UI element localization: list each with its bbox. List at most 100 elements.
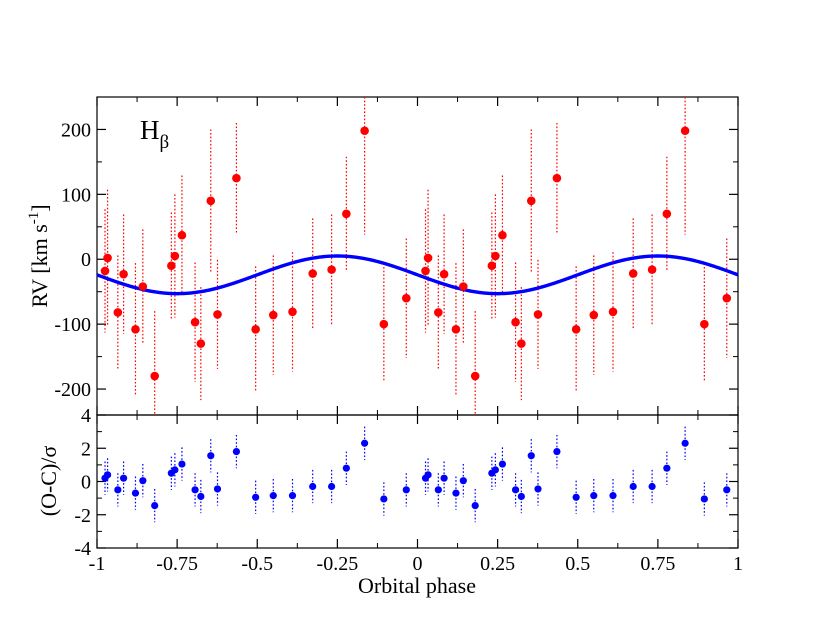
rv-point (288, 307, 297, 317)
rv-y-tick-label: -200 (54, 379, 91, 401)
residual-point (471, 502, 479, 510)
residual-point (191, 486, 199, 494)
rv-point (571, 325, 581, 334)
residual-point (380, 495, 388, 503)
rv-point (131, 325, 140, 334)
rv-point (360, 126, 369, 136)
x-tick-label: 0.75 (640, 553, 675, 575)
rv-point (268, 310, 278, 320)
residual-point (700, 495, 708, 503)
residual-point (572, 493, 580, 501)
residual-point (197, 492, 205, 501)
residual-point (361, 439, 369, 447)
rv-point (342, 209, 351, 219)
rv-point (251, 325, 260, 334)
residual-point (120, 474, 128, 482)
residual-point (207, 452, 215, 460)
rv-point (379, 319, 389, 329)
rv-y-tick-label: -100 (54, 314, 91, 336)
residual-point (213, 485, 222, 493)
residual-point (131, 489, 140, 497)
x-tick-label: -0.5 (241, 553, 273, 575)
rv-point (113, 308, 123, 317)
rv-error-bars (104, 97, 728, 415)
x-tick-label: 0.5 (565, 553, 590, 575)
residual-point (402, 486, 410, 494)
rv-y-ticks: -200 -100 0 100 200 (54, 119, 738, 401)
rv-point (459, 282, 468, 291)
rv-point (700, 319, 709, 329)
residual-point (527, 452, 535, 460)
rv-point (103, 253, 112, 263)
residual-point (534, 485, 542, 493)
rv-point (533, 310, 543, 319)
x-tick-label: 0.25 (480, 553, 515, 575)
rv-point (722, 293, 732, 303)
rv-point (451, 325, 461, 334)
residual-panel: -4 -2 0 2 4 -1 -0.75 -0.5 -0.25 0 0.25 0.5 0.75 1 (O… (36, 405, 743, 598)
rv-point (498, 230, 507, 240)
rv-model-curve (96, 254, 739, 296)
rv-point (401, 293, 411, 303)
residual-point (151, 502, 159, 510)
rv-point (552, 173, 562, 183)
residual-x-ticks: -1 -0.75 -0.5 -0.25 0 0.25 0.5 0.75 1 (89, 415, 743, 575)
residual-point (114, 486, 122, 494)
residual-point (590, 492, 598, 500)
rv-x-ticks (96, 97, 739, 415)
residual-point (648, 482, 656, 491)
residual-point (459, 477, 467, 485)
rv-point (526, 196, 536, 206)
x-tick-label: 1 (733, 553, 743, 575)
rv-point (138, 282, 148, 291)
rv-point (608, 307, 618, 317)
x-tick-label: -1 (89, 553, 106, 575)
residual-point (498, 460, 507, 468)
rv-point (589, 310, 599, 320)
residual-point (269, 492, 277, 500)
residual-point (440, 474, 448, 482)
rv-point (327, 265, 336, 274)
residual-point (232, 447, 241, 456)
residual-point (517, 492, 525, 501)
rv-point (470, 371, 480, 381)
residual-point (629, 482, 637, 491)
rv-point (206, 196, 216, 206)
rv-point (196, 339, 206, 348)
rv-y-label: RV [km s-1] (26, 204, 52, 307)
rv-point (308, 269, 317, 278)
rv-point (232, 173, 241, 183)
residual-y-tick-label: -4 (74, 538, 91, 560)
rv-point (662, 209, 672, 219)
residual-point (491, 466, 499, 474)
residual-y-tick-label: 0 (81, 472, 91, 494)
residual-point (288, 492, 297, 500)
residual-point (681, 439, 689, 447)
rv-points (100, 126, 732, 381)
x-tick-label: -0.75 (156, 553, 198, 575)
rv-point (150, 371, 159, 381)
residual-y-tick-label: 4 (81, 405, 91, 427)
residual-point (452, 489, 460, 497)
rv-point (170, 251, 180, 261)
residual-point (609, 492, 617, 500)
rv-point (213, 310, 222, 319)
residual-point (103, 471, 112, 479)
residual-panel-frame (96, 414, 739, 549)
residual-point (553, 447, 561, 456)
residual-point (309, 482, 317, 491)
rv-panel: -200 -100 0 100 200 Hβ RV [km s-1] (26, 96, 739, 416)
residual-point (723, 486, 731, 494)
rv-point (680, 126, 690, 136)
rv-y-tick-label: 0 (81, 249, 91, 271)
residual-y-tick-label: -2 (74, 505, 91, 527)
rv-point (167, 261, 176, 271)
rv-point (647, 265, 657, 274)
residual-error-bars (104, 426, 728, 523)
residual-point (663, 464, 671, 472)
rv-point (628, 269, 638, 278)
rv-point (434, 308, 443, 317)
line-annotation: Hβ (140, 115, 169, 153)
residual-point (424, 471, 432, 479)
